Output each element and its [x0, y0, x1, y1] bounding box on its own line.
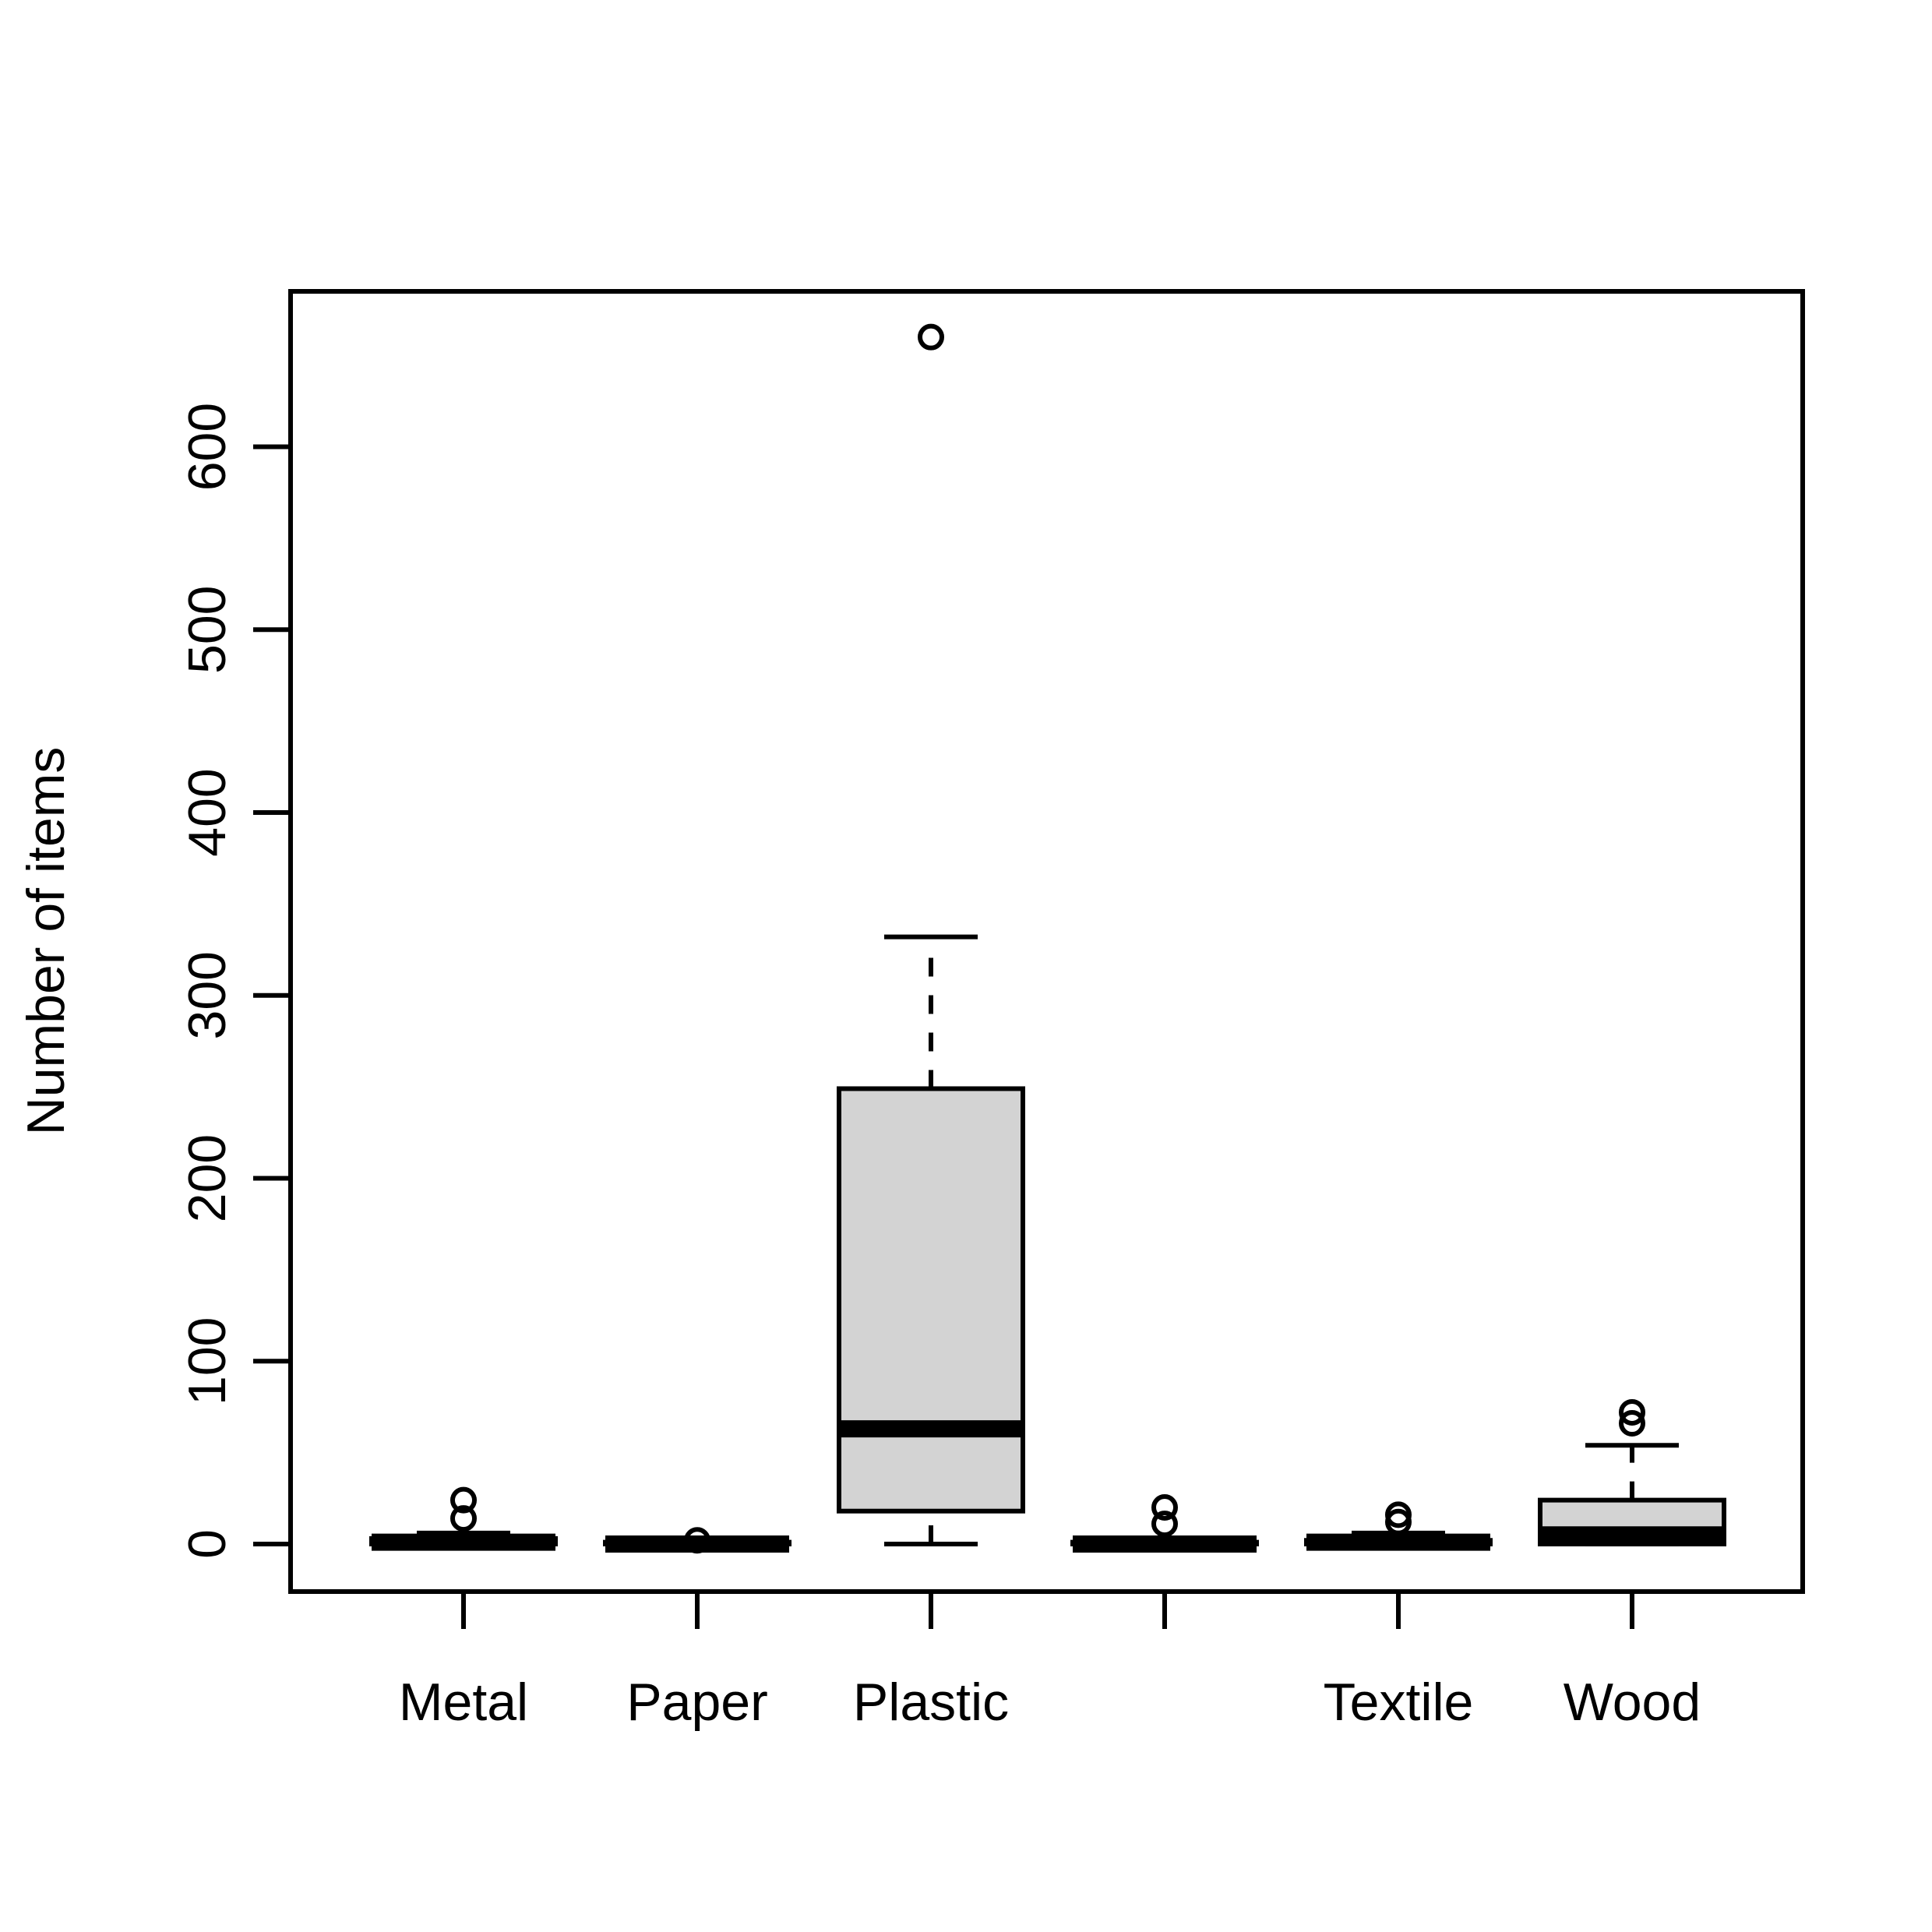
outlier-point	[918, 323, 944, 351]
outlier-point	[450, 1505, 477, 1532]
outlier-point	[1151, 1511, 1178, 1538]
y-tick-label: 600	[178, 403, 237, 491]
x-axis: Metal Paper Plastic Textile Wood	[399, 1592, 1701, 1732]
y-tick-label: 0	[178, 1529, 237, 1559]
outlier-point	[1619, 1410, 1645, 1437]
y-tick-label: 300	[178, 951, 237, 1039]
x-tick-label: Wood	[1564, 1673, 1701, 1732]
outlier-point	[1151, 1494, 1178, 1521]
y-tick-label: 200	[178, 1134, 237, 1222]
y-tick-label: 500	[178, 586, 237, 674]
outlier-point	[1619, 1398, 1645, 1426]
x-tick-label: Metal	[399, 1673, 528, 1732]
x-tick-label: Paper	[626, 1673, 767, 1732]
y-axis: 0 100 200 300 400 500 600	[178, 403, 291, 1559]
outlier-point	[684, 1527, 710, 1554]
plot-frame	[288, 289, 1805, 1594]
x-tick-label: Textile	[1324, 1673, 1474, 1732]
y-axis-label: Number of items	[16, 747, 76, 1136]
x-tick-label: Plastic	[853, 1673, 1009, 1732]
y-tick-label: 100	[178, 1317, 237, 1405]
box	[837, 1086, 1025, 1514]
y-tick-label: 400	[178, 768, 237, 856]
outlier-point	[450, 1486, 477, 1514]
box-group	[369, 323, 1726, 1554]
outlier-point	[1385, 1501, 1412, 1528]
